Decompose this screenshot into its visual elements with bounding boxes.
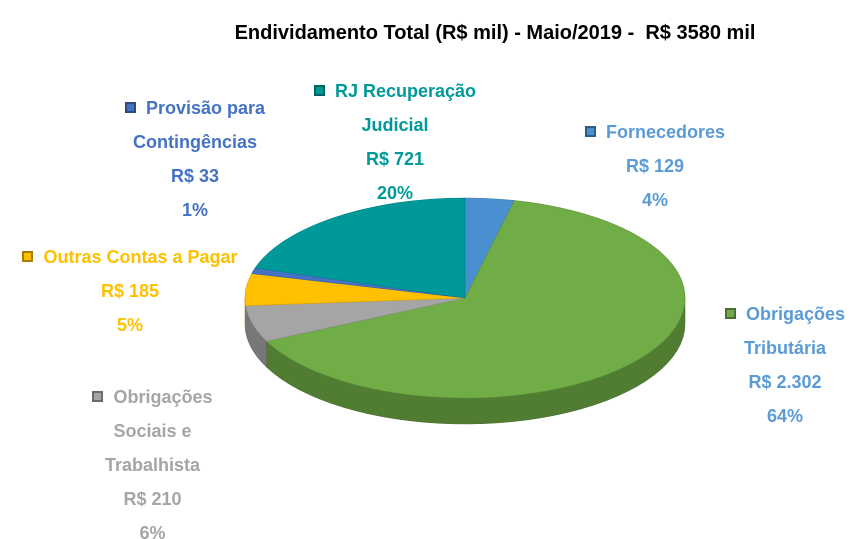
value-label: R$ 129 [625,156,685,176]
percent-label: 1% [181,200,208,220]
label-name: Provisão para Contingências [100,91,290,159]
legend-marker [584,126,596,137]
data-label: Outras Contas a Pagar R$ 185 5% [10,240,250,342]
percent-label: 4% [641,190,668,210]
legend-marker [124,102,136,113]
legend-marker [313,85,325,96]
data-label: Provisão para Contingências R$ 33 1% [100,91,290,227]
category-label: Outras Contas a Pagar [43,247,238,267]
legend-marker [22,251,34,262]
label-name: Fornecedores [530,115,780,149]
slice [254,197,466,299]
value-label: R$ 33 [170,166,220,186]
value-label: R$ 721 [365,149,425,169]
category-label: Provisão para Contingências [132,98,266,152]
data-label: Obrigações Tributária R$ 2.302 64% [705,297,865,433]
value-label: R$ 2.302 [748,372,822,392]
data-label: RJ Recuperação Judicial R$ 721 20% [295,74,495,210]
percent-label: 6% [139,523,166,539]
label-name: RJ Recuperação Judicial [295,74,495,142]
legend-marker [92,391,104,402]
label-name: Obrigações Tributária [705,297,865,365]
slice [265,200,686,399]
data-label: Fornecedores R$ 129 4% [530,115,780,217]
label-name: Obrigações Sociais e Trabalhista [70,380,235,482]
label-name: Outras Contas a Pagar [10,240,250,274]
legend-marker [724,308,736,319]
percent-label: 5% [116,315,143,335]
category-label: RJ Recuperação Judicial [334,81,477,135]
data-label: Obrigações Sociais e Trabalhista R$ 210 6% [70,380,235,539]
percent-label: 20% [376,183,414,203]
category-label: Obrigações Sociais e Trabalhista [104,387,213,475]
chart-title: Endividamento Total (R$ mil) - Maio/2019… [234,22,756,44]
value-label: R$ 210 [123,489,182,509]
percent-label: 64% [766,406,804,426]
category-label: Fornecedores [605,122,726,142]
category-label: Obrigações Tributária [743,304,846,358]
value-label: R$ 185 [100,281,160,301]
